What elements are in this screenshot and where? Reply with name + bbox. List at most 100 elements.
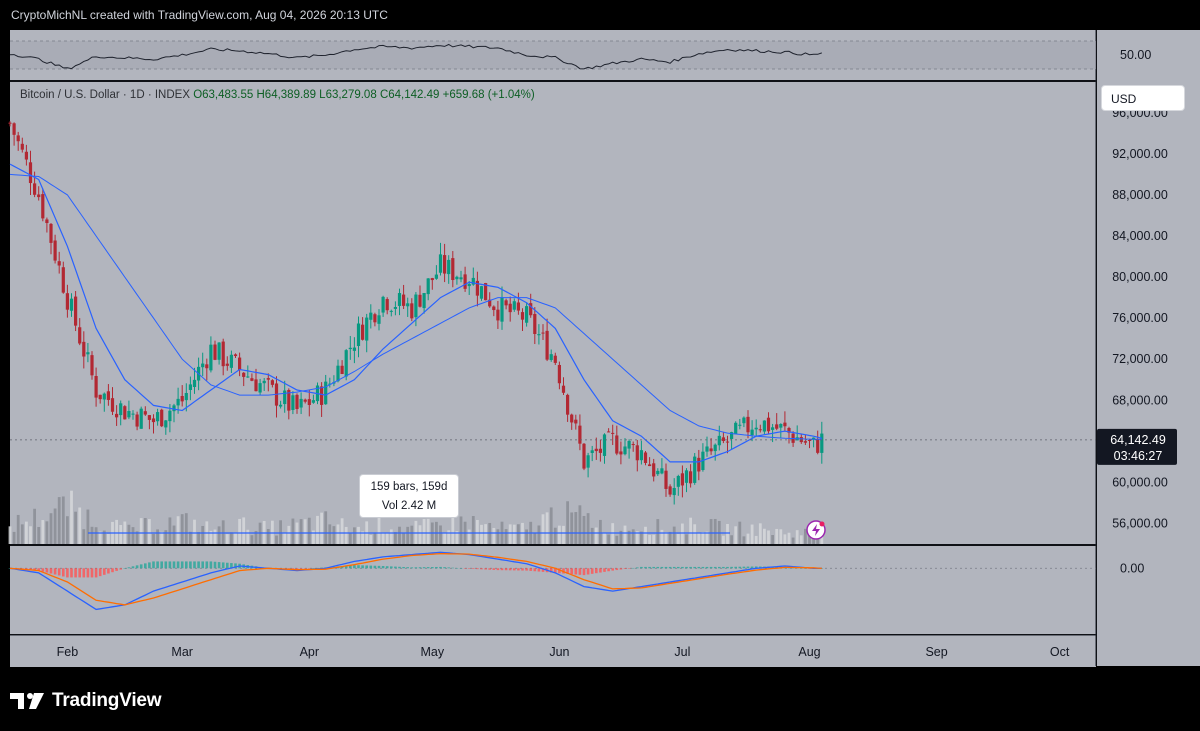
macd-hist-bar — [201, 561, 204, 569]
volume-bar — [8, 526, 12, 544]
volume-bar — [164, 530, 168, 544]
candle-body — [803, 441, 807, 443]
volume-bar — [627, 530, 631, 544]
candle-body — [160, 409, 164, 427]
candle-body — [410, 303, 414, 319]
time-tick-label: Mar — [171, 645, 193, 659]
volume-bar — [377, 516, 381, 544]
candle-body — [365, 317, 369, 341]
macd-hist-bar — [49, 568, 53, 574]
volume-bar — [107, 534, 110, 544]
macd-hist-bar — [541, 568, 545, 572]
ma-fast-line — [9, 163, 822, 463]
countdown-label: 03:46:27 — [1114, 449, 1163, 463]
candle-body — [20, 143, 24, 150]
volume-bar — [455, 531, 459, 544]
candle-body — [53, 240, 57, 261]
macd-hist-bar — [631, 567, 635, 569]
volume-bar — [422, 519, 426, 544]
volume-bar — [533, 532, 537, 544]
candle-body — [541, 332, 545, 334]
macd-hist-bar — [554, 568, 557, 573]
volume-bar — [791, 537, 795, 544]
candle-body — [254, 379, 258, 392]
volume-bar — [545, 512, 549, 544]
candle-body — [676, 475, 680, 487]
macd-tick-label: 0.00 — [1120, 561, 1144, 575]
volume-bar — [238, 518, 241, 544]
macd-hist-bar — [78, 568, 81, 578]
macd-hist-bar — [595, 568, 598, 574]
candle-body — [172, 405, 176, 412]
volume-bar — [578, 505, 582, 544]
volume-bar — [722, 535, 725, 544]
candle-body — [49, 223, 53, 243]
volume-bar — [582, 515, 586, 544]
macd-hist-bar — [640, 566, 643, 569]
candle-body — [598, 448, 602, 453]
macd-hist-bar — [599, 568, 602, 573]
volume-bar — [344, 526, 348, 544]
macd-hist-bar — [709, 566, 713, 569]
chart-area[interactable]: Feb Mar Apr May Jun Jul Aug Sep Oct96,000.0092,0… — [0, 30, 1200, 670]
volume-bar — [385, 532, 389, 544]
macd-hist-bar — [160, 561, 163, 569]
volume-bar — [221, 520, 225, 544]
candle-body — [561, 385, 566, 393]
candle-body — [41, 194, 45, 219]
macd-hist-bar — [619, 568, 623, 570]
candle-body — [90, 355, 94, 376]
macd-hist-bar — [82, 568, 86, 578]
volume-bar — [29, 526, 32, 544]
macd-hist-bar — [180, 561, 184, 569]
volume-bar — [201, 525, 205, 544]
candle-body — [754, 427, 758, 430]
price-tick-label: 56,000.00 — [1112, 516, 1168, 530]
candle-body — [705, 446, 709, 452]
macd-hist-bar — [390, 566, 393, 569]
candle-body — [402, 294, 406, 306]
candle-body — [762, 420, 766, 432]
time-tick-label: Sep — [925, 645, 947, 659]
candle-body — [266, 378, 270, 380]
price-tick-label: 84,000.00 — [1112, 229, 1168, 243]
candle-body — [176, 398, 180, 406]
macd-hist-bar — [566, 568, 569, 574]
macd-hist-bar — [74, 568, 77, 578]
price-tick-label: 76,000.00 — [1112, 311, 1168, 325]
volume-bar — [660, 529, 664, 544]
currency-button[interactable]: USD — [1101, 85, 1185, 111]
candle-body — [713, 444, 717, 452]
candle-body — [131, 413, 135, 415]
macd-hist-bar — [299, 568, 303, 569]
volume-bar — [242, 517, 246, 544]
candle-body — [750, 429, 754, 436]
macd-hist-bar — [664, 566, 668, 569]
macd-hist-bar — [513, 568, 516, 571]
range-tooltip: 159 bars, 159d Vol 2.42 M — [359, 474, 459, 518]
candle-body — [730, 432, 734, 439]
candle-body — [28, 162, 33, 184]
macd-hist-bar — [197, 561, 200, 569]
macd-hist-bar — [488, 568, 491, 570]
macd-hist-bar — [636, 567, 639, 569]
volume-bar — [426, 518, 430, 544]
candle-body — [492, 306, 496, 311]
candle-body — [283, 390, 287, 405]
candle-body — [348, 347, 352, 350]
macd-hist-bar — [193, 561, 196, 569]
macd-hist-bar — [713, 566, 717, 569]
candle-body — [180, 395, 184, 402]
volume-bar — [53, 508, 57, 544]
price-tick-label: 68,000.00 — [1112, 393, 1168, 407]
macd-hist-bar — [377, 565, 381, 569]
volume-bar — [283, 532, 287, 544]
candle-body — [37, 194, 41, 198]
candle-body — [340, 365, 344, 375]
volume-bar — [763, 528, 766, 544]
volume-bar — [271, 520, 274, 544]
macd-hist-bar — [90, 568, 94, 578]
candle-body — [467, 283, 471, 287]
volume-bar — [119, 524, 123, 544]
macd-hist-bar — [103, 568, 106, 575]
